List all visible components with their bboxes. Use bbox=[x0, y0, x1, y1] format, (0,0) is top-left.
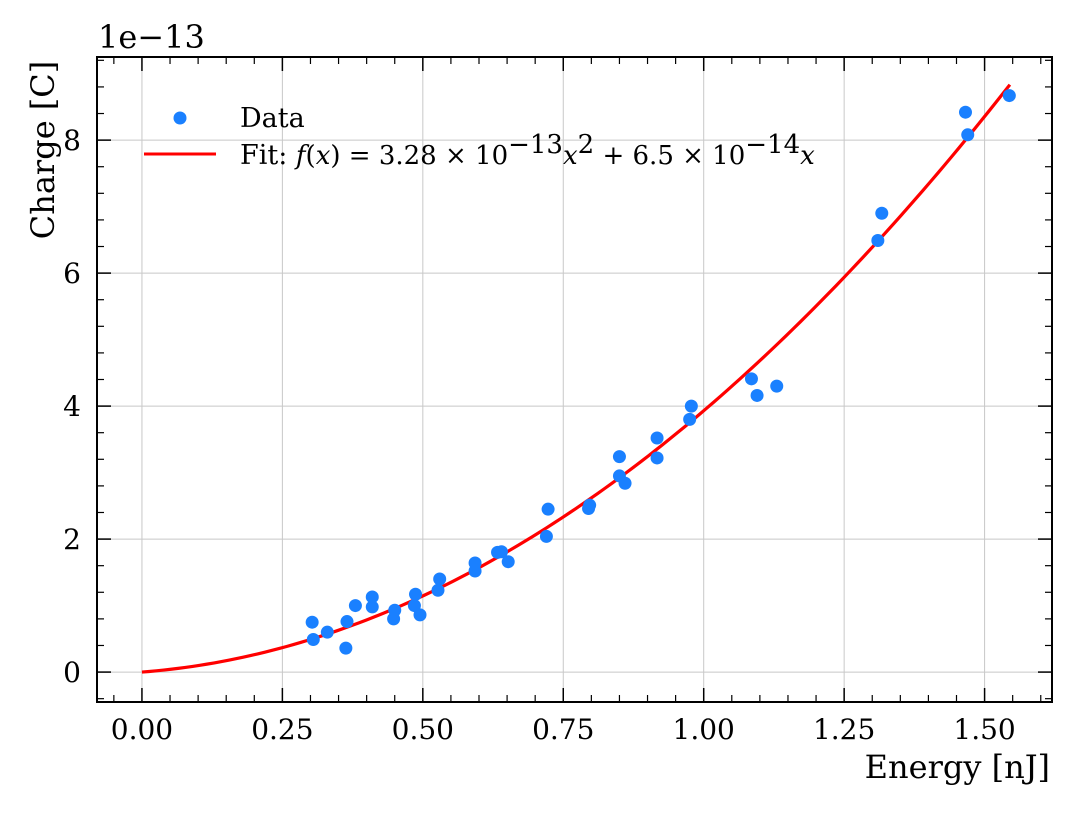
data-point bbox=[431, 583, 445, 597]
legend-fit-prefix: Fit: bbox=[240, 140, 296, 171]
axis-ticks bbox=[97, 57, 1052, 702]
data-point bbox=[1002, 89, 1016, 103]
y-offset-text: 1e−13 bbox=[98, 18, 205, 56]
data-point bbox=[541, 502, 555, 516]
x-tick-label: 0.25 bbox=[251, 713, 313, 746]
legend-data-label: Data bbox=[240, 103, 305, 134]
data-point bbox=[683, 412, 697, 426]
y-tick-label: 6 bbox=[63, 257, 81, 290]
data-point bbox=[618, 476, 632, 490]
data-point bbox=[612, 450, 626, 464]
legend: Data Fit: f(x) = 3.28 × 10−13x2 + 6.5 × … bbox=[144, 103, 815, 171]
data-point bbox=[650, 431, 664, 445]
data-point bbox=[305, 615, 319, 629]
data-point bbox=[365, 600, 379, 614]
x-tick-label: 0.50 bbox=[392, 713, 454, 746]
data-point bbox=[409, 587, 423, 601]
fit-curve-layer bbox=[141, 83, 1012, 674]
data-point bbox=[750, 388, 764, 402]
data-point bbox=[961, 128, 975, 142]
data-point bbox=[320, 625, 334, 639]
legend-data-marker bbox=[173, 111, 187, 125]
x-tick-label: 0.75 bbox=[532, 713, 594, 746]
data-point bbox=[770, 379, 784, 393]
data-point bbox=[875, 206, 889, 220]
x-axis-label: Energy [nJ] bbox=[865, 748, 1050, 786]
legend-fit-label: Fit: f(x) = 3.28 × 10−13x2 + 6.5 × 10−14… bbox=[240, 130, 815, 171]
fit-curve bbox=[141, 83, 1012, 674]
x-tick-label: 1.00 bbox=[673, 713, 735, 746]
data-points-layer bbox=[305, 89, 1016, 655]
data-point bbox=[501, 555, 515, 569]
data-point bbox=[871, 234, 885, 248]
y-tick-label: 4 bbox=[63, 390, 81, 423]
grid-lines bbox=[97, 57, 1052, 702]
x-tick-label: 1.25 bbox=[813, 713, 875, 746]
data-point bbox=[958, 105, 972, 119]
x-tick-label: 0.00 bbox=[111, 713, 173, 746]
data-point bbox=[339, 641, 353, 655]
data-point bbox=[744, 372, 758, 386]
data-point bbox=[340, 615, 354, 629]
tick-labels: 0.00 0.25 0.50 0.75 1.00 1.25 1.50 0 2 4 6 8 bbox=[63, 124, 1016, 746]
data-point bbox=[388, 603, 402, 617]
y-axis-label: Charge [C] bbox=[24, 61, 62, 240]
data-point bbox=[650, 451, 664, 465]
data-point bbox=[433, 572, 447, 586]
data-point bbox=[306, 632, 320, 646]
y-tick-label: 2 bbox=[63, 523, 81, 556]
data-point bbox=[539, 529, 553, 543]
data-point bbox=[348, 599, 362, 613]
data-point bbox=[494, 545, 508, 559]
data-point bbox=[413, 608, 427, 622]
data-point bbox=[407, 599, 421, 613]
data-point bbox=[468, 556, 482, 570]
data-point bbox=[684, 399, 698, 413]
y-tick-label: 0 bbox=[63, 656, 81, 689]
data-point bbox=[583, 498, 597, 512]
x-tick-label: 1.50 bbox=[953, 713, 1015, 746]
data-point bbox=[365, 590, 379, 604]
y-tick-label: 8 bbox=[63, 124, 81, 157]
